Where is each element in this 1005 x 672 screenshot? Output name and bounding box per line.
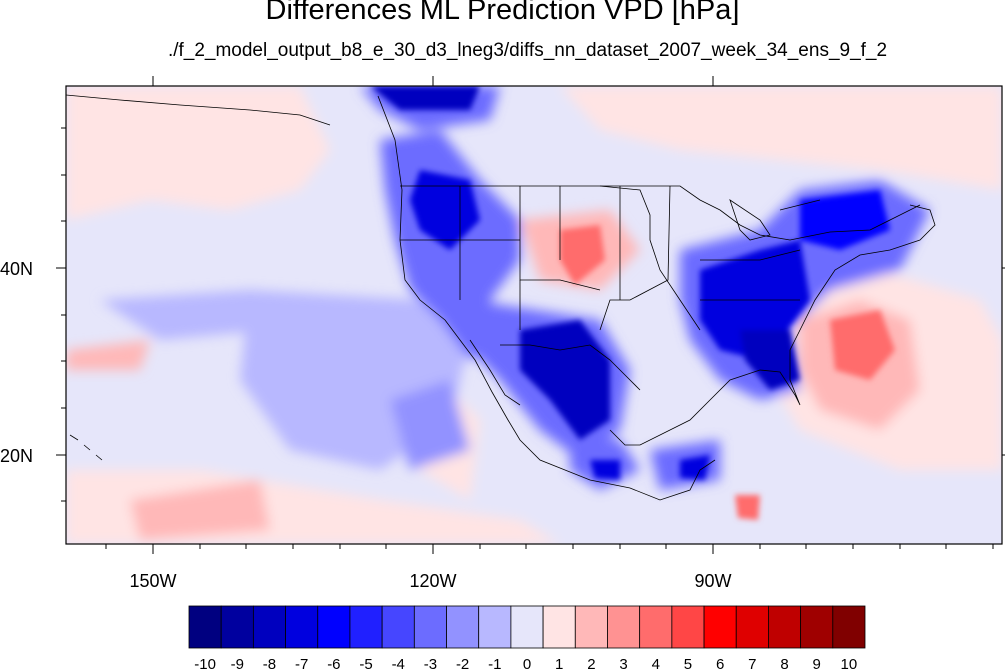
colorbar-swatch xyxy=(703,605,737,649)
colorbar-label: -4 xyxy=(392,656,405,672)
colorbar-label: -9 xyxy=(231,656,244,672)
colorbar-swatch xyxy=(285,605,319,649)
colorbar-swatch xyxy=(446,605,480,649)
map-title: Differences ML Prediction VPD [hPa] xyxy=(265,0,740,26)
colorbar-swatch xyxy=(510,605,544,649)
colorbar-swatch xyxy=(735,605,769,649)
colorbar: -10 -9 -8 -7 -6 -5 -4 -3 -2 -1 0 1 2 3 4 5 6 7 8 9 10 xyxy=(188,605,866,672)
colorbar-swatch xyxy=(317,605,351,649)
colorbar-label: -5 xyxy=(359,656,372,672)
colorbar-swatch xyxy=(832,605,866,649)
colorbar-label: 9 xyxy=(813,656,821,672)
colorbar-swatch xyxy=(542,605,576,649)
colorbar-label: 2 xyxy=(587,656,595,672)
colorbar-swatch xyxy=(413,605,447,649)
colorbar-swatch xyxy=(188,605,222,649)
map-subtitle: ./f_2_model_output_b8_e_30_d3_lneg3/diff… xyxy=(167,40,888,61)
coastline-layer xyxy=(66,94,936,501)
y-tick-label-20n: 20N xyxy=(0,446,33,466)
colorbar-label: -2 xyxy=(456,656,469,672)
colorbar-label: 0 xyxy=(523,656,531,672)
colorbar-label: -7 xyxy=(295,656,308,672)
colorbar-label: 7 xyxy=(748,656,756,672)
colorbar-swatch xyxy=(800,605,834,649)
vpd-difference-field xyxy=(66,86,1002,544)
colorbar-label: 6 xyxy=(716,656,724,672)
colorbar-label: 1 xyxy=(555,656,563,672)
colorbar-swatch xyxy=(768,605,802,649)
y-axis-ticks xyxy=(56,127,1005,502)
colorbar-swatch xyxy=(574,605,608,649)
colorbar-label: 10 xyxy=(841,656,858,672)
x-axis-ticks xyxy=(105,76,994,554)
colorbar-swatch xyxy=(381,605,415,649)
colorbar-label: -6 xyxy=(327,656,340,672)
x-tick-label-90w: 90W xyxy=(694,571,731,591)
colorbar-label: -10 xyxy=(194,656,216,672)
colorbar-swatch xyxy=(607,605,641,649)
colorbar-swatch xyxy=(671,605,705,649)
y-tick-label-40n: 40N xyxy=(0,259,33,279)
colorbar-label: 4 xyxy=(652,656,660,672)
colorbar-label: 3 xyxy=(619,656,627,672)
colorbar-swatch xyxy=(478,605,512,649)
colorbar-swatch xyxy=(220,605,254,649)
colorbar-swatch xyxy=(639,605,673,649)
colorbar-swatch xyxy=(252,605,286,649)
colorbar-label: 8 xyxy=(780,656,788,672)
x-tick-label-150w: 150W xyxy=(129,571,176,591)
colorbar-swatch xyxy=(349,605,383,649)
colorbar-label: -8 xyxy=(263,656,276,672)
colorbar-label: 5 xyxy=(684,656,692,672)
colorbar-label: -1 xyxy=(488,656,501,672)
x-tick-label-120w: 120W xyxy=(409,571,456,591)
colorbar-label: -3 xyxy=(424,656,437,672)
